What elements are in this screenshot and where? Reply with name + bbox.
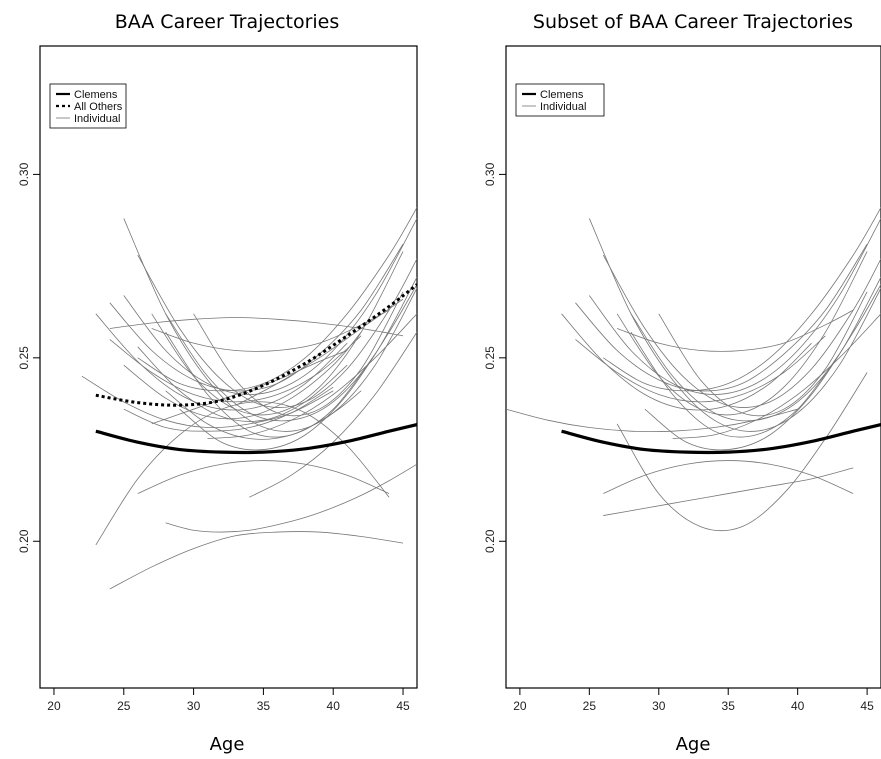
left-x-tick-label: 20 bbox=[47, 699, 61, 713]
left-y-tick-label: 0.25 bbox=[17, 346, 31, 370]
left-series-individual-4 bbox=[95, 401, 390, 546]
right-x-tick-label: 40 bbox=[791, 699, 805, 713]
right-series-individual-10 bbox=[506, 408, 798, 433]
left-series-clemens-0 bbox=[95, 423, 417, 455]
left-series-individual-16 bbox=[137, 460, 390, 494]
left-series-individual-8 bbox=[123, 331, 362, 420]
left-axes: 20 25 30 35 40 45 0.20 0.25 0.30 bbox=[17, 162, 410, 713]
left-series-individual-14 bbox=[137, 346, 348, 422]
left-chart-title: BAA Career Trajectories bbox=[115, 11, 340, 33]
right-series-individual-14 bbox=[630, 331, 840, 438]
left-series-individual-5 bbox=[109, 531, 404, 590]
right-series-individual-11 bbox=[603, 460, 854, 494]
right-series-individual-8 bbox=[575, 335, 826, 403]
right-x-tick-label: 35 bbox=[722, 699, 736, 713]
right-series-individual-1 bbox=[575, 243, 868, 392]
right-series-individual-2 bbox=[588, 218, 881, 432]
left-series-individual-23 bbox=[249, 331, 417, 498]
left-series-individual-9 bbox=[137, 207, 417, 392]
left-series-individual-17 bbox=[165, 390, 362, 440]
left-x-tick-label: 45 bbox=[396, 699, 410, 713]
left-series-individual-12 bbox=[95, 313, 348, 411]
right-legend-label: Clemens bbox=[540, 89, 584, 101]
left-x-tick-label: 40 bbox=[327, 699, 341, 713]
left-series-individual-7 bbox=[137, 254, 417, 408]
right-series-individual-9 bbox=[589, 218, 881, 395]
right-x-tick-label: 20 bbox=[513, 699, 527, 713]
right-x-tick-label: 25 bbox=[583, 699, 597, 713]
right-curves bbox=[506, 207, 881, 532]
left-x-tick-label: 30 bbox=[187, 699, 201, 713]
left-curves bbox=[81, 207, 417, 590]
left-series-individual-18 bbox=[109, 335, 362, 403]
right-axes: 20 25 30 35 40 45 0.20 0.25 0.30 bbox=[483, 162, 874, 713]
left-series-individual-27 bbox=[165, 331, 376, 438]
left-y-tick-label: 0.20 bbox=[17, 529, 31, 553]
left-series-individual-3 bbox=[123, 218, 417, 432]
right-series-individual-3 bbox=[602, 254, 881, 408]
left-series-individual-21 bbox=[123, 218, 417, 395]
right-chart-title: Subset of BAA Career Trajectories bbox=[533, 11, 853, 33]
left-plot-frame bbox=[39, 45, 418, 689]
left-series-individual-28 bbox=[123, 386, 334, 432]
left-legend-label: Individual bbox=[74, 113, 120, 125]
right-legend-label: Individual bbox=[540, 101, 586, 113]
left-series-individual-10 bbox=[109, 317, 404, 337]
left-x-axis-label: Age bbox=[210, 734, 245, 755]
left-series-individual-24 bbox=[235, 298, 404, 406]
left-series-individual-15 bbox=[179, 284, 417, 451]
left-series-individual-20 bbox=[193, 291, 404, 417]
right-series-individual-15 bbox=[658, 291, 868, 417]
right-legend-box bbox=[515, 83, 605, 117]
right-series-individual-17 bbox=[561, 313, 812, 411]
right-y-tick-label: 0.30 bbox=[483, 162, 497, 186]
left-series-all-others-1 bbox=[95, 283, 417, 407]
right-series-individual-4 bbox=[603, 207, 881, 392]
right-plot-frame bbox=[505, 45, 881, 689]
right-chart-panel: Subset of BAA Career Trajectories 20 25 30… bbox=[483, 11, 881, 755]
left-x-tick-label: 35 bbox=[257, 699, 271, 713]
right-x-tick-label: 30 bbox=[652, 699, 666, 713]
right-x-axis-label: Age bbox=[676, 734, 711, 755]
left-series-individual-6 bbox=[165, 463, 417, 533]
right-series-individual-18 bbox=[616, 309, 854, 352]
right-series-individual-16 bbox=[672, 313, 881, 439]
right-series-individual-12 bbox=[603, 467, 854, 516]
left-legend-label: All Others bbox=[74, 101, 123, 113]
right-series-clemens-0 bbox=[561, 423, 881, 455]
right-y-tick-label: 0.20 bbox=[483, 529, 497, 553]
left-series-individual-25 bbox=[151, 309, 390, 352]
left-series-individual-2 bbox=[109, 243, 404, 392]
right-y-tick-label: 0.25 bbox=[483, 346, 497, 370]
left-y-tick-label: 0.30 bbox=[17, 162, 31, 186]
right-x-tick-label: 45 bbox=[860, 699, 874, 713]
left-x-tick-label: 25 bbox=[117, 699, 131, 713]
right-series-individual-5 bbox=[616, 251, 868, 416]
left-chart-panel: BAA Career Trajectories 20 25 30 35 40 45 0.20… bbox=[17, 11, 418, 755]
right-series-individual-7 bbox=[644, 284, 881, 451]
left-series-individual-26 bbox=[207, 313, 417, 439]
left-legend-label: Clemens bbox=[74, 89, 118, 101]
left-series-individual-11 bbox=[151, 251, 404, 416]
